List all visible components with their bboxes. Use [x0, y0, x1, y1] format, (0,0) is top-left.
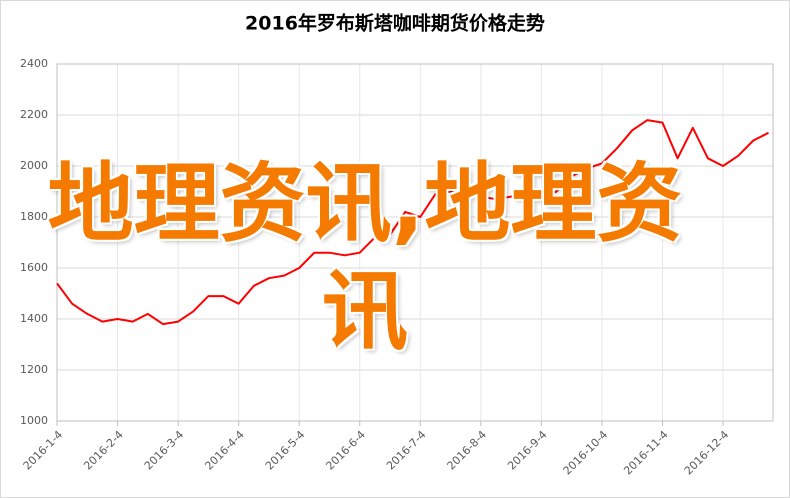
y-tick-label: 2000 — [20, 159, 48, 172]
chart-title: 2016年罗布斯塔咖啡期货价格走势 — [245, 12, 545, 35]
line-series — [56, 119, 769, 326]
y-tick-label: 1600 — [20, 261, 48, 274]
watermark: 地理资讯,地理资讯 — [47, 154, 683, 362]
y-tick-label: 2400 — [20, 57, 48, 70]
plot-border — [56, 63, 774, 422]
y-tick-label: 1000 — [20, 414, 48, 427]
y-tick-label: 2200 — [20, 108, 48, 121]
y-tick-label: 1200 — [20, 363, 48, 376]
y-tick-label: 1800 — [20, 210, 48, 223]
y-tick-label: 1400 — [20, 312, 48, 325]
